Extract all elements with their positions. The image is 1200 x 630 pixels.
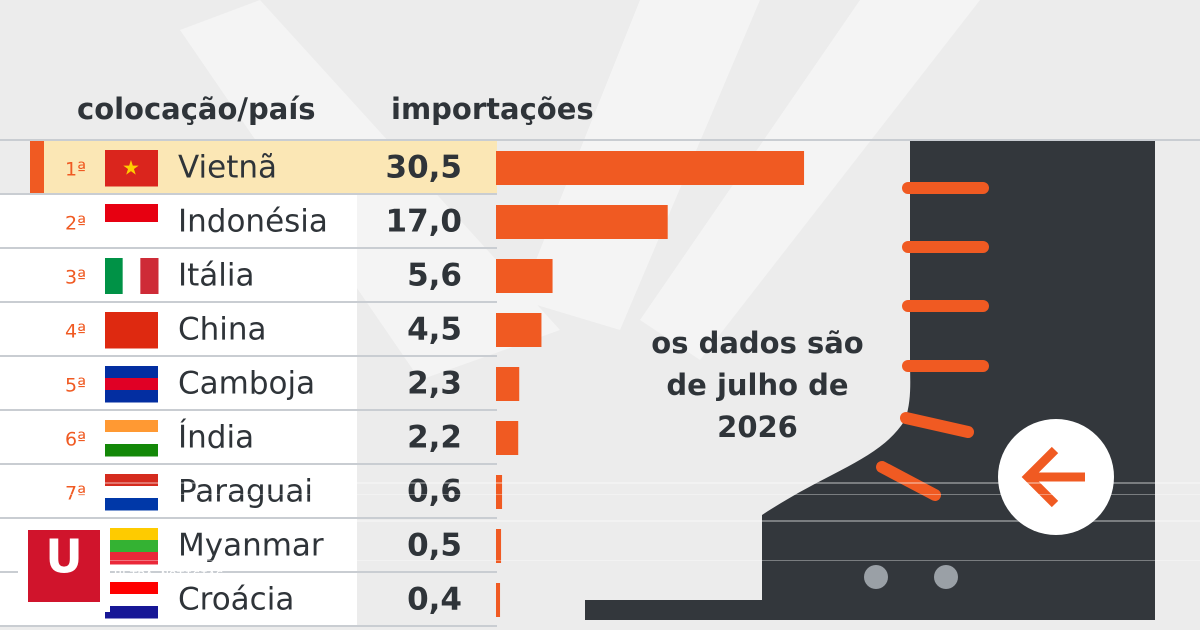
bar — [496, 367, 520, 401]
arrow-icon — [1021, 446, 1085, 508]
value-label: 2,2 — [407, 420, 462, 456]
value-label: 4,5 — [407, 312, 462, 348]
rank: 7ª — [65, 483, 86, 505]
bar — [496, 529, 502, 563]
bar — [496, 313, 542, 347]
value-label: 2,3 — [407, 366, 462, 402]
bar — [496, 259, 553, 293]
header: importações — [391, 92, 594, 126]
flag — [105, 366, 158, 379]
flag — [105, 312, 158, 349]
flag — [105, 582, 158, 595]
flag — [105, 378, 158, 391]
logo-letter: U — [45, 530, 82, 584]
bar — [496, 151, 805, 185]
row-bg — [0, 465, 357, 517]
flag — [105, 222, 158, 241]
row-bg — [0, 411, 357, 463]
flag — [105, 444, 158, 457]
country: Vietnã — [178, 150, 277, 186]
dot — [864, 565, 888, 589]
flag-star: ★ — [122, 156, 140, 180]
flag — [105, 540, 158, 553]
value-label: 0,6 — [407, 474, 462, 510]
bar — [496, 583, 501, 617]
decor-dashes — [876, 182, 989, 501]
country: China — [178, 312, 267, 348]
dot — [934, 565, 958, 589]
header: colocação/país — [77, 92, 316, 126]
bar — [496, 421, 519, 455]
rank: 2ª — [65, 213, 86, 235]
row-bg — [0, 249, 357, 301]
rank: 1ª — [65, 159, 86, 181]
country: Índia — [178, 420, 254, 456]
value-label: 0,5 — [407, 528, 462, 564]
row-bg — [0, 303, 357, 355]
value-label: 0,4 — [407, 582, 462, 618]
glitch — [0, 482, 1200, 561]
logo-mark — [28, 530, 100, 602]
flag — [105, 528, 158, 541]
annotation: os dados são de julho de 2026 — [651, 326, 864, 444]
rank: 4ª — [65, 321, 86, 343]
flag — [122, 258, 141, 294]
flag — [105, 594, 158, 607]
logo-name: ULTRA NOTICIAS — [114, 570, 224, 585]
country: Myanmar — [178, 528, 324, 564]
flag — [105, 258, 124, 294]
flag — [105, 420, 158, 433]
row-bg — [0, 195, 357, 247]
flag — [105, 486, 158, 499]
flag — [105, 498, 158, 511]
rank: 6ª — [65, 429, 86, 451]
rank: 5ª — [65, 375, 86, 397]
flag — [140, 258, 159, 294]
value-label: 17,0 — [386, 204, 463, 240]
flag — [105, 552, 158, 565]
country: Paraguai — [178, 474, 313, 510]
bar — [496, 205, 668, 239]
value-label: 30,5 — [386, 150, 463, 186]
bar — [496, 475, 503, 509]
country: Camboja — [178, 366, 315, 402]
country: Croácia — [178, 582, 294, 618]
row-marker — [30, 141, 44, 193]
flag — [105, 606, 158, 619]
country: Indonésia — [178, 204, 328, 240]
flag — [105, 390, 158, 403]
country: Itália — [178, 258, 255, 294]
flag — [105, 474, 158, 487]
row-bg — [0, 357, 357, 409]
flag — [105, 204, 158, 223]
rank: 3ª — [65, 267, 86, 289]
value-label: 5,6 — [407, 258, 462, 294]
flag — [105, 432, 158, 445]
flag — [105, 150, 158, 187]
